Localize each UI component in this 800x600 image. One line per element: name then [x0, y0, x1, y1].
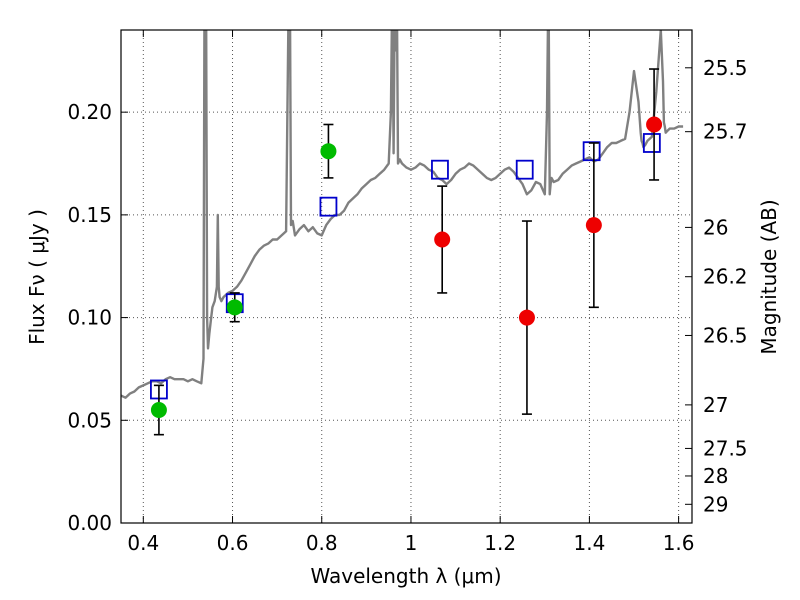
- x-axis-label: Wavelength λ (μm): [310, 564, 501, 588]
- observed-point: [320, 143, 337, 160]
- observed-point: [646, 116, 663, 133]
- x-tick-label: 1.4: [573, 531, 605, 555]
- error-bars: [153, 68, 660, 436]
- observed-point: [434, 231, 451, 248]
- observed-point: [150, 402, 167, 419]
- spectrum-line: [121, 30, 684, 399]
- x-tick-label: 0.4: [127, 531, 159, 555]
- x-tick-label: 0.8: [306, 531, 338, 555]
- right-tick-labels: 25.5 25.7 26 26.2 26.5 27 27.5 28 29: [703, 56, 748, 517]
- axis-ticks: [121, 30, 692, 524]
- observed-point: [518, 309, 535, 326]
- right-tick-label: 26: [703, 215, 728, 239]
- right-tick-label: 27.5: [703, 436, 748, 460]
- right-tick-label: 26.5: [703, 323, 748, 347]
- y-tick-labels: 0.00 0.05 0.10 0.15 0.20: [67, 100, 112, 535]
- observed-point: [226, 299, 243, 316]
- x-tick-label: 1.2: [484, 531, 516, 555]
- x-tick-label: 1.6: [663, 531, 695, 555]
- x-tick-label: 1: [405, 531, 418, 555]
- y-tick-label: 0.20: [67, 100, 112, 124]
- model-point: [431, 159, 449, 180]
- right-tick-label: 25.7: [703, 120, 748, 144]
- model-point: [319, 196, 338, 217]
- y-tick-label: 0.10: [67, 306, 112, 330]
- y-axis-label: Flux Fν ( μJy ): [25, 209, 49, 345]
- x-tick-label: 0.6: [217, 531, 249, 555]
- model-point: [582, 141, 601, 162]
- y-axis-right-label: Magnitude (AB): [757, 199, 781, 354]
- right-tick-label: 27: [703, 393, 728, 417]
- model-point: [515, 159, 534, 180]
- right-tick-label: 28: [703, 464, 728, 488]
- right-tick-label: 29: [703, 492, 728, 516]
- model-point: [642, 133, 661, 153]
- observed-point: [585, 217, 602, 234]
- right-tick-label: 26.2: [703, 265, 748, 289]
- y-tick-label: 0.15: [67, 203, 112, 227]
- x-tick-labels: 0.4 0.6 0.8 1 1.2 1.4 1.6: [127, 531, 694, 555]
- right-tick-label: 25.5: [703, 56, 748, 80]
- plot-area: [121, 30, 684, 436]
- model-points: [150, 133, 661, 400]
- observed-points: [150, 116, 663, 419]
- y-tick-label: 0.05: [67, 408, 112, 432]
- y-tick-label: 0.00: [67, 511, 112, 535]
